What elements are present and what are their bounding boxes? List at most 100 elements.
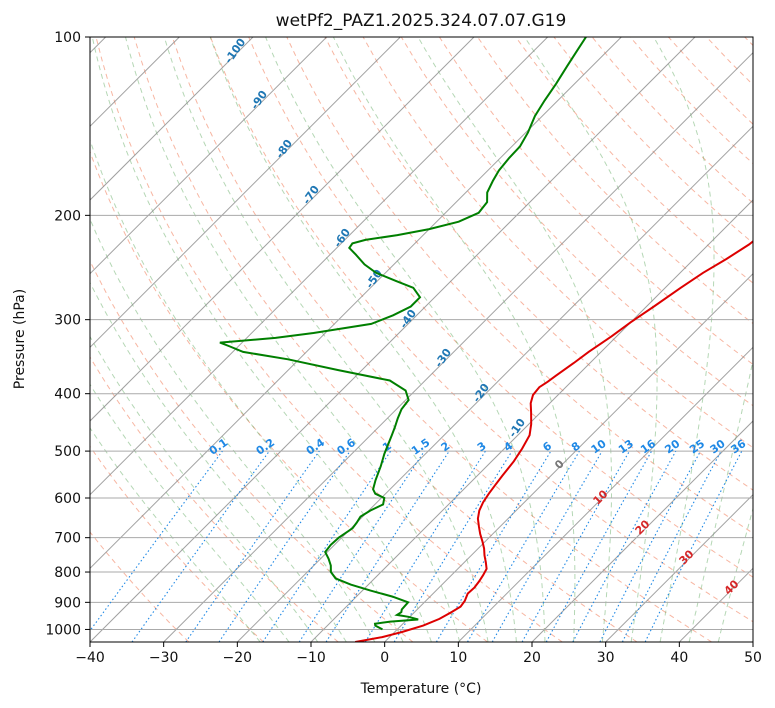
dry-adiabat-label: -40 [397, 307, 419, 331]
x-tick-label: 40 [670, 650, 688, 666]
mixing-ratio-label: 25 [687, 437, 707, 456]
moist-adiabat [90, 427, 261, 642]
mixing-ratio-line [435, 450, 552, 642]
y-tick-label: 500 [54, 444, 81, 460]
temperature-line [355, 240, 753, 642]
dry-adiabat-label: -90 [248, 88, 270, 112]
chart-title: wetPf2_PAZ1.2025.324.07.07.G19 [276, 11, 567, 31]
mixing-ratio-label: 0.2 [254, 436, 277, 458]
mixing-ratio-label: 8 [569, 439, 583, 454]
dry-adiabat [90, 531, 190, 642]
x-tick-label: 30 [597, 650, 615, 666]
mixing-ratio-label: 10 [589, 437, 609, 457]
dry-adiabat-label: -100 [222, 36, 249, 66]
isotherm [752, 641, 753, 642]
isotherm [678, 567, 753, 642]
mixing-ratio-label: 13 [616, 437, 636, 456]
axis-ticks: −40 −30 −20 −10 0 10 20 30 40 5010009008007006005… [45, 30, 762, 666]
y-tick-label: 800 [54, 565, 81, 581]
isotherm [90, 37, 401, 349]
background-lines [90, 37, 753, 642]
mixing-ratio-line [393, 450, 513, 642]
dry-adiabat [95, 37, 563, 642]
mixing-ratio-line [325, 450, 450, 642]
isotherm [236, 125, 753, 642]
isotherm [384, 272, 753, 642]
dry-adiabat-label: -30 [432, 346, 454, 370]
dry-adiabat [744, 37, 753, 47]
mixing-ratio-label: 16 [638, 437, 658, 457]
dry-adiabat [171, 37, 712, 642]
moist-adiabat [90, 335, 319, 642]
isotherm [90, 37, 328, 275]
moist-adiabat [265, 37, 546, 642]
y-tick-label: 900 [54, 595, 81, 611]
isotherm [605, 493, 753, 642]
y-tick-label: 300 [54, 313, 81, 329]
dry-adiabat [438, 37, 753, 366]
moist-adiabat-label: 10 [591, 487, 611, 507]
mixing-ratio-label: 1.5 [409, 436, 432, 458]
x-tick-label: 10 [449, 650, 467, 666]
moist-adiabat [332, 37, 576, 642]
isotherm [310, 199, 753, 642]
x-tick-label: 0 [380, 650, 389, 666]
mixing-ratio-line [521, 450, 630, 642]
mixing-ratio-label: 4 [502, 439, 516, 454]
x-tick-label: −10 [296, 650, 326, 666]
moist-adiabat-label: 30 [677, 547, 697, 567]
y-tick-label: 600 [54, 491, 81, 507]
moist-adiabat [717, 506, 753, 642]
series-layer [219, 37, 753, 642]
mixing-ratio-label: 30 [708, 437, 728, 457]
moist-adiabat [653, 37, 715, 642]
y-tick-label: 1000 [45, 622, 81, 638]
dry-adiabat-label: -10 [506, 416, 528, 440]
dry-adiabat [706, 37, 753, 86]
moist-adiabat [125, 37, 461, 642]
moist-adiabat [209, 37, 517, 642]
isotherm [90, 37, 696, 642]
moist-adiabat [91, 37, 432, 642]
moist-adiabat [90, 217, 376, 642]
moist-adiabat [524, 37, 658, 642]
dry-adiabat-label: -70 [300, 183, 322, 207]
x-tick-label: 20 [523, 650, 541, 666]
dry-adiabat [90, 356, 339, 642]
mixing-ratio-line [185, 450, 320, 642]
mixing-ratio-label: 3 [475, 439, 489, 454]
dry-adiabat [477, 37, 753, 325]
isotherm [457, 346, 753, 642]
mixing-ratio-line [218, 450, 351, 642]
mixing-ratio-line [90, 450, 223, 632]
moist-adiabat [90, 138, 404, 642]
dry-adiabat-label: -20 [470, 381, 492, 405]
y-tick-label: 100 [54, 30, 81, 46]
mixing-ratio-label: 0.1 [207, 436, 230, 458]
y-tick-label: 400 [54, 387, 81, 403]
mixing-ratio-label: 20 [662, 437, 682, 457]
mixing-ratio-line [572, 450, 677, 642]
dewpoint-line [219, 37, 587, 631]
mixing-ratio-line [599, 450, 701, 642]
dry-adiabat [133, 37, 638, 642]
moist-adiabat-label: 20 [633, 517, 653, 537]
moist-adiabat [90, 383, 290, 642]
isotherm [90, 37, 254, 201]
mixing-ratio-line [131, 450, 270, 642]
x-axis-label: Temperature (°C) [360, 681, 482, 697]
moist-adiabat [163, 37, 489, 642]
x-tick-label: −30 [149, 650, 179, 666]
dry-adiabat [400, 37, 753, 407]
dry-adiabat [248, 37, 753, 578]
dry-adiabat [90, 259, 414, 642]
mixing-ratio-label: 6 [540, 439, 554, 454]
mixing-ratio-label: 0.4 [304, 436, 328, 458]
mixing-ratio-line [262, 450, 392, 642]
moist-adiabat-label: 0 [552, 457, 567, 472]
y-tick-label: 200 [54, 208, 81, 224]
moist-adiabat [417, 37, 612, 642]
y-tick-label: 700 [54, 531, 81, 547]
dry-adiabat [210, 37, 753, 623]
